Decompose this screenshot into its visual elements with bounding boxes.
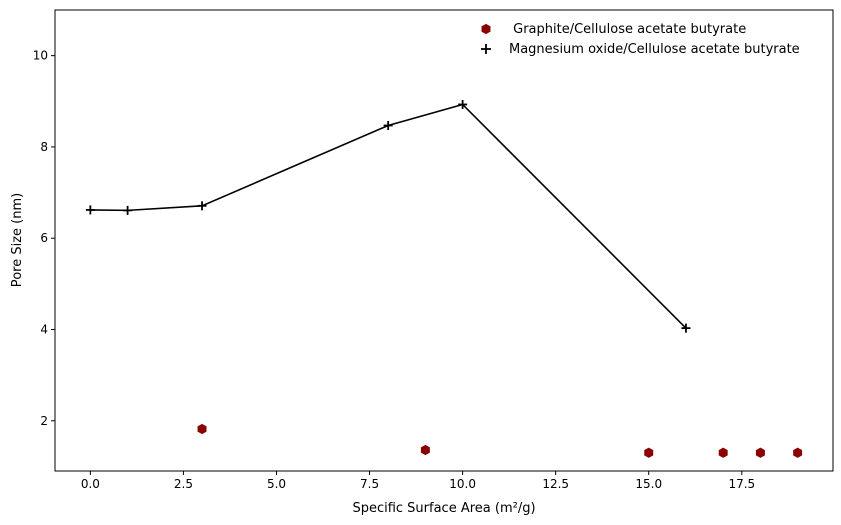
series-layer (85, 99, 803, 458)
x-tick-label: 5.0 (267, 477, 286, 491)
legend-marker-magnesium (481, 44, 491, 54)
magnesium-point (197, 201, 207, 211)
x-tick-label: 0.0 (81, 477, 100, 491)
x-axis-label: Specific Surface Area (m²/g) (352, 501, 535, 516)
graphite-point (718, 447, 728, 458)
legend-label-graphite: Graphite/Cellulose acetate butyrate (509, 22, 746, 37)
graphite-point (755, 447, 765, 458)
y-tick-label: 8 (40, 140, 48, 154)
graphite-point (197, 423, 207, 435)
magnesium-point (458, 99, 468, 109)
y-axis-label: Pore Size (nm) (10, 193, 25, 287)
legend: Graphite/Cellulose acetate butyrate Magn… (481, 22, 800, 57)
magnesium-point (681, 323, 691, 333)
graphite-point (644, 447, 654, 458)
y-tick-label: 2 (40, 414, 48, 428)
y-tick-label: 10 (33, 49, 48, 63)
x-tick-label: 2.5 (174, 477, 193, 491)
magnesium-point (85, 205, 95, 215)
y-tick-label: 6 (40, 231, 48, 245)
legend-label-magnesium: Magnesium oxide/Cellulose acetate butyra… (509, 42, 800, 57)
series-line-1 (90, 103, 687, 329)
x-tick-label: 10.0 (449, 477, 476, 491)
y-axis: 2 4 6 8 10 (33, 49, 55, 428)
x-tick-label: 15.0 (635, 477, 662, 491)
x-tick-label: 17.5 (728, 477, 755, 491)
y-tick-label: 4 (40, 323, 48, 337)
x-tick-label: 7.5 (360, 477, 379, 491)
plot-area (54, 9, 834, 472)
x-axis: 0.0 2.5 5.0 7.5 10.0 12.5 15.0 17.5 (81, 471, 755, 491)
magnesium-point (383, 120, 393, 130)
legend-marker-graphite (481, 23, 491, 35)
magnesium-point (123, 205, 133, 215)
x-tick-label: 12.5 (542, 477, 569, 491)
graphite-point (420, 444, 430, 456)
graphite-point (793, 447, 803, 458)
